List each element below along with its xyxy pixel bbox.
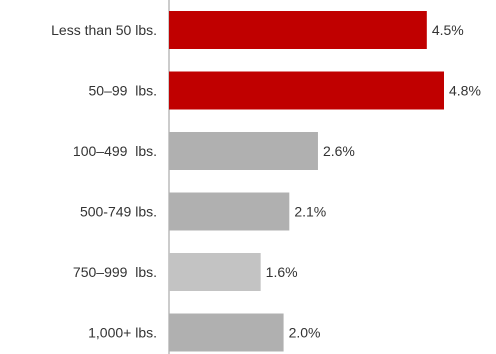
value-label-2: 4.8% [449, 83, 481, 99]
category-label-5: 750–999 lbs. [73, 264, 157, 280]
category-labels-group: Less than 50 lbs. 50–99 lbs. 100–499 lbs. 5… [51, 22, 157, 341]
value-label-1: 4.5% [432, 22, 464, 38]
value-label-5: 1.6% [266, 264, 298, 280]
value-label-6: 2.0% [289, 325, 321, 341]
category-label-2: 50–99 lbs. [89, 83, 158, 99]
bar-3 [169, 132, 318, 170]
bar-4 [169, 192, 290, 231]
value-label-4: 2.1% [294, 204, 326, 220]
bar-6 [169, 313, 284, 352]
category-label-3: 100–499 lbs. [73, 143, 157, 159]
category-label-1: Less than 50 lbs. [51, 22, 157, 38]
bars-group [169, 11, 444, 352]
value-labels-group: 4.5% 4.8% 2.6% 2.1% 1.6% 2.0% [266, 22, 481, 341]
value-label-3: 2.6% [323, 143, 355, 159]
category-label-4: 500-749 lbs. [80, 204, 157, 220]
bar-5 [169, 253, 261, 291]
category-label-6: 1,000+ lbs. [88, 325, 157, 341]
bar-1 [169, 11, 427, 49]
bar-2 [169, 71, 444, 110]
